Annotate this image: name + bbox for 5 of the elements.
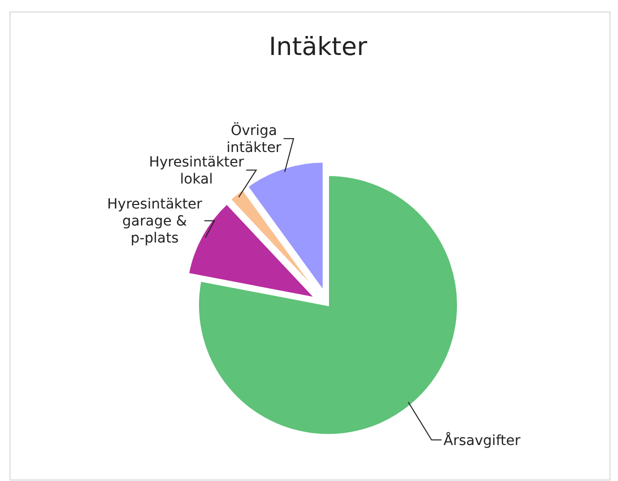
chart-title: Intäkter xyxy=(268,32,368,61)
slice-label: Övriga intäkter xyxy=(226,122,282,156)
slice-label: Hyresintäkter garage & p-plats xyxy=(107,196,202,247)
slice-label: Årsavgifter xyxy=(444,432,521,449)
slice-label: Hyresintäkter lokal xyxy=(148,154,244,188)
